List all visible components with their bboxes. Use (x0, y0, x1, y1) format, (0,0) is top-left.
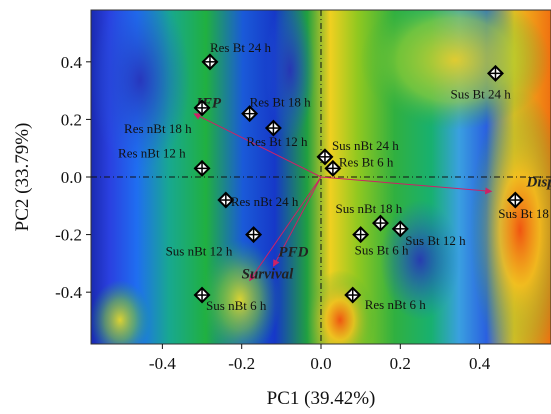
y-tick-label: 0.0 (61, 168, 82, 187)
score-point: Sus nBt 18 h (335, 201, 403, 232)
point-label: Res nBt 6 h (365, 297, 427, 312)
score-points: Res Bt 24 h Res Bt 18 h Res nBt 18 h Res nB… (118, 40, 551, 313)
y-tick-label: -0.4 (55, 283, 82, 302)
loading-vectors: IFPDispersalPFDSurvival (193, 96, 551, 283)
x-tick-label: 0.4 (469, 354, 491, 373)
y-tick-label: 0.4 (61, 53, 83, 72)
x-tick-label: 0.2 (390, 354, 411, 373)
score-point: Res nBt 12 h (118, 145, 211, 177)
score-point: Sus nBt 24 h (316, 138, 399, 166)
score-point: Sus Bt 6 h (352, 226, 409, 258)
score-point: Res Bt 18 h (241, 95, 312, 123)
point-label: Res Bt 6 h (339, 154, 394, 169)
score-point: Res Bt 6 h (324, 154, 394, 177)
vector-label: PFD (278, 244, 308, 260)
point-label: Sus Bt 6 h (355, 243, 409, 258)
y-tick-label: -0.2 (55, 226, 82, 245)
vector-arrow (320, 176, 493, 195)
point-label: Sus nBt 24 h (332, 138, 399, 153)
point-label: Res Bt 18 h (250, 95, 312, 110)
point-label: Sus nBt 6 h (206, 298, 267, 313)
point-label: Sus nBt 12 h (166, 244, 233, 259)
score-point: Res nBt 18 h (124, 99, 211, 136)
point-label: Res Bt 12 h (246, 134, 308, 149)
score-point: Res nBt 6 h (344, 286, 427, 312)
point-label: Res nBt 18 h (124, 121, 192, 136)
axis-ticks: -0.4 -0.2 0.0 0.2 0.4 -0.4 -0.2 0.0 0.2 0.4 (55, 53, 491, 373)
point-label: Sus Bt 12 h (405, 233, 466, 248)
vector-label: Dispersal (526, 174, 551, 190)
x-tick-label: -0.2 (228, 354, 255, 373)
point-label: Sus Bt 18 h (498, 206, 551, 221)
point-label: Res Bt 24 h (210, 40, 272, 55)
x-tick-label: 0.0 (310, 354, 331, 373)
vector-arrow (249, 176, 322, 282)
x-tick-label: -0.4 (149, 354, 176, 373)
point-label: Res nBt 12 h (118, 145, 186, 160)
point-label: Sus nBt 18 h (335, 201, 402, 216)
score-point: Res nBt 24 h (217, 191, 299, 209)
score-point: Sus nBt 6 h (193, 286, 267, 313)
score-point: Sus Bt 12 h (391, 220, 466, 248)
score-point: Res Bt 24 h (201, 40, 272, 71)
vector-label: Survival (242, 267, 295, 283)
y-axis-label: PC2 (33.79%) (12, 123, 33, 232)
score-point: Sus nBt 12 h (166, 226, 263, 259)
x-axis-label: PC1 (39.42%) (267, 388, 376, 409)
score-point: Res Bt 12 h (246, 119, 308, 149)
score-point: Sus Bt 24 h (450, 64, 511, 101)
y-tick-label: 0.2 (61, 110, 82, 129)
point-label: Res nBt 24 h (231, 194, 299, 209)
vector-arrow (272, 176, 322, 267)
score-point: Sus Bt 18 h (498, 191, 551, 221)
vector-arrow (193, 113, 322, 178)
point-label: Sus Bt 24 h (450, 86, 511, 101)
